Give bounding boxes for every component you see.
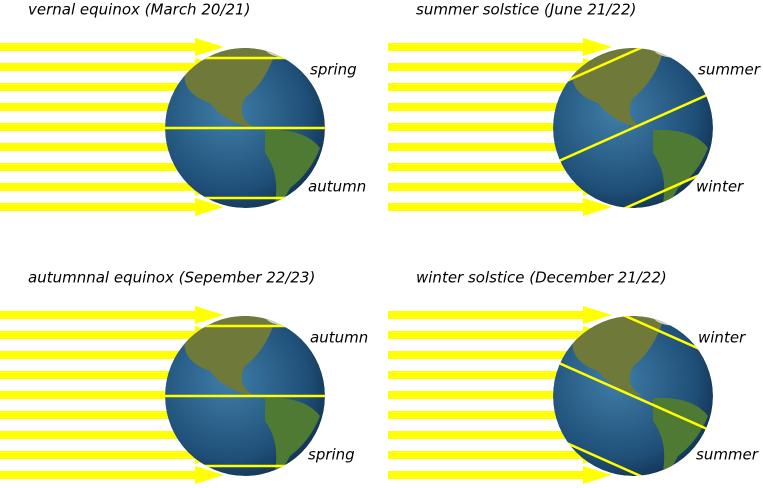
latitude-line bbox=[553, 78, 713, 178]
season-label-bottom: winter bbox=[696, 178, 744, 196]
sun-ray bbox=[0, 446, 224, 464]
sun-ray bbox=[0, 386, 224, 404]
sun-ray bbox=[0, 38, 224, 56]
greenland bbox=[265, 48, 315, 58]
globe bbox=[165, 48, 325, 208]
sun-ray bbox=[388, 38, 612, 56]
sun-ray bbox=[0, 138, 224, 156]
season-label-top: summer bbox=[698, 61, 761, 79]
south-america bbox=[653, 397, 708, 472]
latitude-line bbox=[553, 346, 713, 446]
sun-ray bbox=[0, 158, 224, 176]
sun-ray bbox=[0, 466, 224, 484]
season-label-bottom: autumn bbox=[308, 178, 366, 196]
season-label-top: autumn bbox=[310, 329, 368, 347]
sun-ray bbox=[388, 346, 612, 364]
sun-ray bbox=[388, 406, 612, 424]
sun-ray bbox=[388, 386, 612, 404]
panel: winter solstice (December 21/22) winter su… bbox=[388, 269, 759, 484]
panel-title: summer solstice (June 21/22) bbox=[416, 1, 636, 19]
latitude-line bbox=[553, 409, 713, 476]
greenland bbox=[653, 316, 703, 326]
season-label-top: winter bbox=[698, 329, 746, 347]
sun-ray bbox=[388, 58, 612, 76]
latitude-lines bbox=[165, 56, 325, 200]
panel-title: vernal equinox (March 20/21) bbox=[28, 1, 250, 19]
north-america bbox=[184, 48, 275, 128]
latitude-lines bbox=[553, 48, 713, 208]
sun-ray bbox=[388, 138, 612, 156]
panel: vernal equinox (March 20/21) spring autumn bbox=[0, 1, 366, 216]
greenland bbox=[265, 316, 315, 326]
sun-ray bbox=[0, 346, 224, 364]
latitude-line bbox=[553, 316, 713, 383]
sun-ray bbox=[388, 306, 612, 324]
sun-ray bbox=[388, 178, 612, 196]
sun-ray bbox=[388, 98, 612, 116]
south-america bbox=[265, 397, 320, 472]
panel-title: winter solstice (December 21/22) bbox=[416, 269, 667, 287]
sun-ray bbox=[0, 366, 224, 384]
sun-ray bbox=[0, 58, 224, 76]
panel: autumnnal equinox (Sepember 22/23) autumn… bbox=[0, 269, 368, 484]
sun-ray bbox=[0, 98, 224, 116]
globe bbox=[553, 48, 713, 208]
sun-ray bbox=[0, 198, 224, 216]
panel-title: autumnnal equinox (Sepember 22/23) bbox=[28, 269, 315, 287]
latitude-line bbox=[553, 141, 713, 208]
sun-ray bbox=[0, 406, 224, 424]
north-america bbox=[572, 316, 663, 396]
sun-ray bbox=[388, 198, 612, 216]
globe bbox=[165, 316, 325, 476]
globe bbox=[553, 316, 713, 476]
south-america bbox=[653, 129, 708, 204]
sun-ray bbox=[388, 118, 612, 136]
sun-ray bbox=[0, 326, 224, 344]
season-label-bottom: spring bbox=[308, 446, 355, 464]
season-label-bottom: summer bbox=[696, 446, 759, 464]
sun-ray bbox=[388, 78, 612, 96]
sun-ray bbox=[388, 366, 612, 384]
sun-ray bbox=[388, 466, 612, 484]
sun-ray bbox=[388, 158, 612, 176]
sun-ray bbox=[0, 306, 224, 324]
sun-ray bbox=[388, 446, 612, 464]
season-label-top: spring bbox=[310, 61, 357, 79]
latitude-lines bbox=[553, 316, 713, 476]
south-america bbox=[265, 129, 320, 204]
latitude-line bbox=[553, 48, 713, 115]
panel: summer solstice (June 21/22) summer winter bbox=[388, 1, 761, 216]
north-america bbox=[184, 316, 275, 396]
latitude-lines bbox=[165, 324, 325, 468]
sun-ray bbox=[388, 426, 612, 444]
sun-ray bbox=[0, 178, 224, 196]
sun-ray bbox=[0, 118, 224, 136]
sun-ray bbox=[388, 326, 612, 344]
sun-ray bbox=[0, 78, 224, 96]
sun-ray bbox=[0, 426, 224, 444]
greenland bbox=[653, 48, 703, 58]
